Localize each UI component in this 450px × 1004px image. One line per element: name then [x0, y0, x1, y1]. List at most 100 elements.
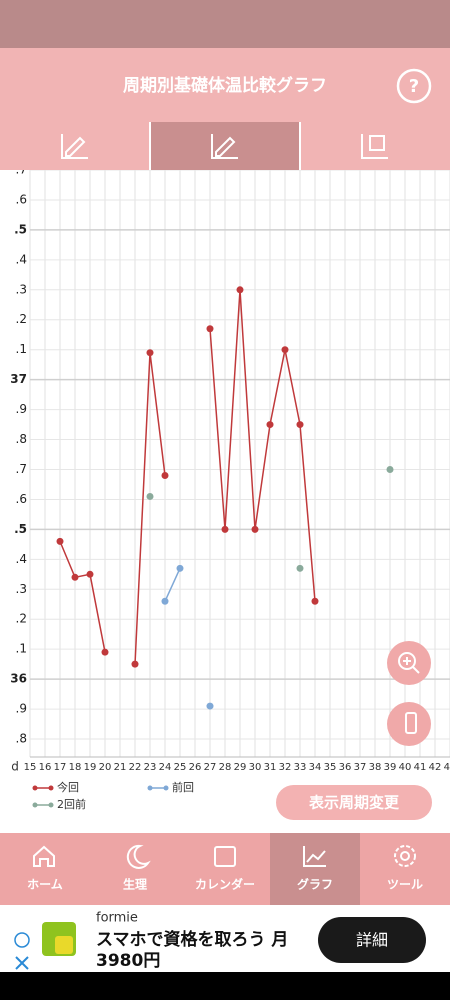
- data-point: [56, 537, 64, 545]
- ad-cta[interactable]: [318, 917, 426, 963]
- data-point: [251, 525, 259, 533]
- data-point: [146, 349, 154, 357]
- data-point: [296, 564, 304, 572]
- data-point: [161, 597, 169, 605]
- y-tick-label: 37: [10, 372, 27, 386]
- x-tick-label: 39: [384, 762, 397, 773]
- ad-text: スマホで資格を取ろう 月: [96, 929, 288, 950]
- nav-label: ホーム: [27, 878, 63, 892]
- x-tick-label: 24: [159, 762, 172, 773]
- x-tick-label: 21: [114, 762, 127, 773]
- y-tick-label: .7: [16, 163, 27, 177]
- x-tick-label: 38: [369, 762, 382, 773]
- nav-label: グラフ: [297, 877, 333, 892]
- y-tick-label: .6: [16, 492, 27, 506]
- y-tick-label: .8: [16, 732, 27, 746]
- change-button[interactable]: [276, 785, 432, 820]
- nav-label: 生理: [123, 877, 147, 892]
- status-bar: [0, 0, 450, 48]
- x-tick-label: 43: [444, 762, 450, 773]
- legend-dot: [32, 785, 38, 791]
- y-tick-label: .8: [16, 432, 27, 446]
- data-point: [236, 286, 244, 294]
- data-point: [206, 325, 214, 333]
- y-tick-label: .4: [16, 552, 27, 566]
- x-tick-label: 41: [414, 762, 427, 773]
- y-tick-label: .2: [16, 312, 27, 326]
- ad-text: 3980円: [96, 951, 160, 971]
- x-tick-label: 35: [324, 762, 337, 773]
- y-tick-label: 36: [10, 672, 27, 686]
- zoom-button[interactable]: [387, 641, 431, 685]
- x-axis-label: d: [11, 760, 19, 774]
- rotate-icon: [405, 712, 417, 734]
- y-tick-label: .1: [16, 342, 27, 356]
- nav-label: カレンダー: [195, 877, 255, 892]
- system-bar: [0, 972, 450, 1000]
- x-tick-label: 28: [219, 762, 232, 773]
- legend-dot: [48, 802, 54, 808]
- y-tick-label: .9: [16, 702, 27, 716]
- x-tick-label: 42: [429, 762, 442, 773]
- legend-label: 今回: [57, 780, 79, 794]
- nav-item[interactable]: [90, 833, 180, 905]
- ad-cta-text: 詳細: [356, 931, 388, 950]
- legend-dot: [147, 785, 153, 791]
- y-tick-label: .2: [16, 612, 27, 626]
- data-point: [386, 465, 394, 473]
- y-tick-label: .9: [16, 402, 27, 416]
- x-tick-label: 20: [99, 762, 112, 773]
- x-tick-label: 17: [54, 762, 67, 773]
- data-point: [146, 492, 154, 500]
- y-tick-label: .4: [16, 252, 27, 266]
- y-tick-label: .3: [16, 282, 27, 296]
- data-point: [206, 702, 214, 710]
- x-tick-label: 25: [174, 762, 187, 773]
- x-tick-label: 26: [189, 762, 202, 773]
- legend-dot: [48, 785, 54, 791]
- title: 周期別基礎体温比較グラフ: [123, 75, 327, 96]
- data-point: [71, 573, 79, 581]
- y-tick-label: .5: [14, 222, 27, 236]
- help-icon: ?: [409, 76, 419, 97]
- x-tick-label: 40: [399, 762, 412, 773]
- x-tick-label: 37: [354, 762, 367, 773]
- header: [0, 48, 450, 122]
- nav-item[interactable]: [270, 833, 360, 905]
- data-point: [176, 564, 184, 572]
- zoom-icon: [403, 657, 420, 674]
- ad-brand: formie: [96, 911, 138, 926]
- x-tick-label: 27: [204, 762, 217, 773]
- series-line: [164, 568, 181, 602]
- y-tick-label: .7: [16, 462, 27, 476]
- nav-icons: [33, 844, 416, 869]
- series-line: [59, 541, 106, 653]
- x-tick-label: 18: [69, 762, 82, 773]
- change-button-text: 表示周期変更: [309, 794, 400, 812]
- data-point: [281, 346, 289, 354]
- data-point: [86, 570, 94, 578]
- tab-active[interactable]: [151, 122, 299, 170]
- legend-dot: [163, 785, 169, 791]
- y-tick-label: .1: [16, 642, 27, 656]
- zoom-button[interactable]: [387, 702, 431, 746]
- data-point: [266, 421, 274, 429]
- nav-item[interactable]: [0, 833, 90, 905]
- x-tick-label: 23: [144, 762, 157, 773]
- x-tick-label: 15: [24, 762, 37, 773]
- zoom-icon: [398, 652, 416, 670]
- x-tick-label: 30: [249, 762, 262, 773]
- nav-item[interactable]: [180, 833, 270, 905]
- x-tick-label: 34: [309, 762, 322, 773]
- legend-label: 2回前: [57, 797, 86, 811]
- help-button[interactable]: [396, 68, 432, 104]
- y-tick-label: .6: [16, 192, 27, 206]
- nav-item[interactable]: [360, 833, 450, 905]
- nav-bar: [0, 833, 450, 905]
- data-point: [296, 421, 304, 429]
- x-tick-label: 22: [129, 762, 142, 773]
- x-tick-label: 36: [339, 762, 352, 773]
- nav-active: [270, 833, 360, 905]
- series-line: [209, 289, 316, 602]
